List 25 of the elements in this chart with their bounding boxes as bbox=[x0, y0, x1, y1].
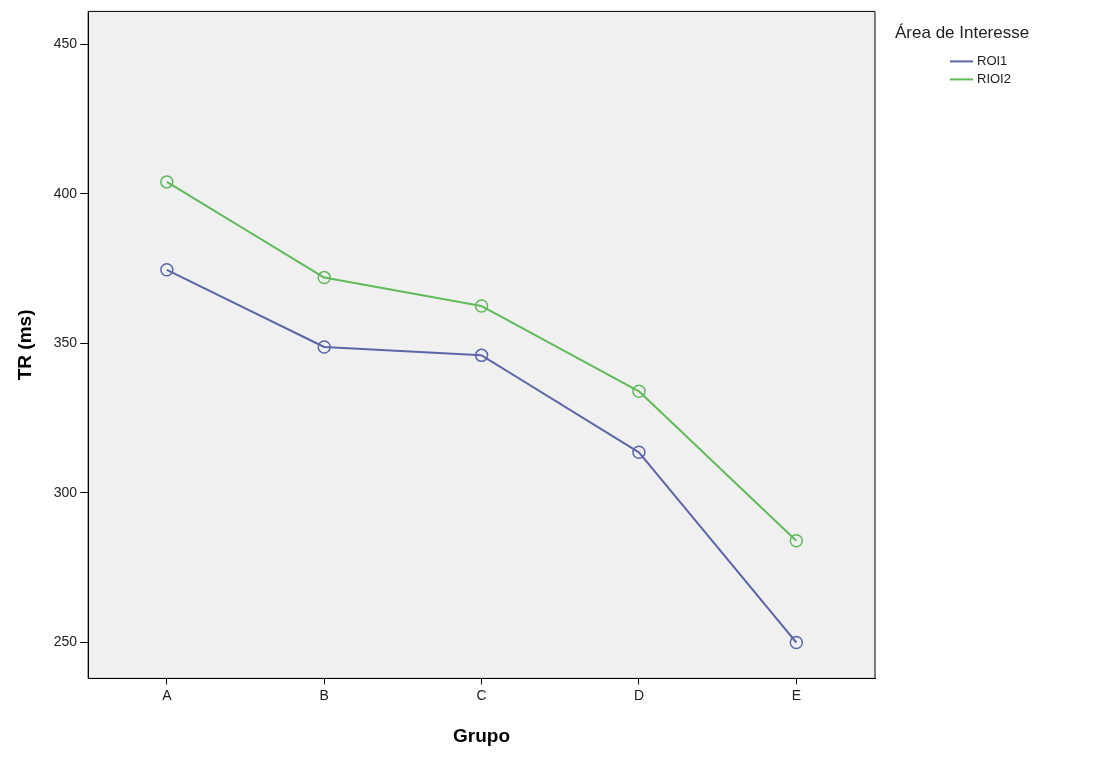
point bbox=[317, 340, 331, 354]
y-axis-title: TR (ms) bbox=[13, 309, 35, 381]
x-tick-label: A bbox=[162, 686, 173, 703]
point bbox=[160, 175, 174, 189]
legend-title: Área de Interesse bbox=[895, 23, 1030, 43]
y-tick-label: 450 bbox=[53, 35, 78, 52]
y-tick-label: 250 bbox=[53, 633, 78, 650]
point bbox=[474, 348, 489, 363]
y-tick-label: 400 bbox=[53, 184, 78, 201]
x-axis-title: Grupo bbox=[453, 724, 511, 746]
x-tick-label: B bbox=[319, 686, 329, 703]
y-tick-label: 350 bbox=[53, 334, 78, 351]
x-tick-label: E bbox=[791, 686, 801, 703]
point bbox=[160, 263, 174, 277]
legend-label: ROI1 bbox=[977, 52, 1008, 68]
point bbox=[789, 635, 804, 650]
x-tick-label: C bbox=[476, 686, 487, 703]
point bbox=[317, 270, 331, 285]
point bbox=[632, 384, 646, 399]
legend-label: RIOI2 bbox=[977, 70, 1011, 86]
point bbox=[632, 445, 646, 460]
y-tick-label: 300 bbox=[53, 483, 78, 500]
point bbox=[474, 299, 489, 313]
point bbox=[789, 534, 804, 548]
x-tick-label: D bbox=[633, 686, 645, 703]
